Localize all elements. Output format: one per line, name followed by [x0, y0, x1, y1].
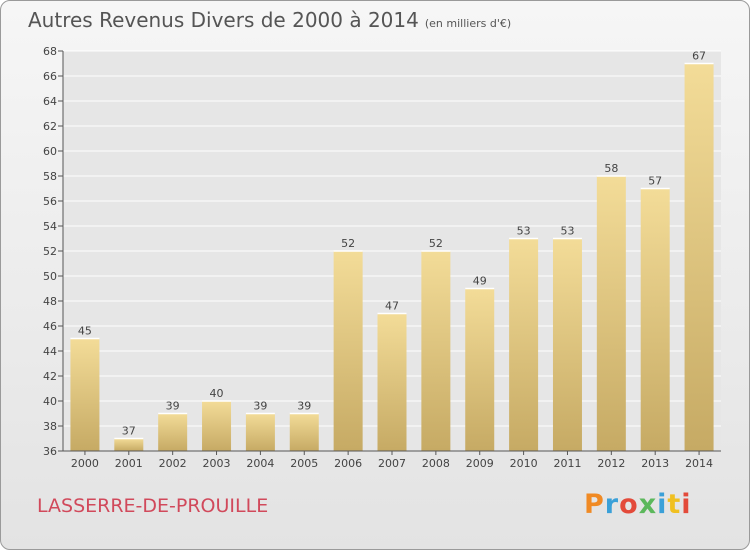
data-label: 57: [648, 175, 662, 188]
bar: [202, 401, 232, 451]
y-tick-label: 44: [43, 345, 57, 358]
title-text: Autres Revenus Divers de 2000 à 2014: [28, 8, 419, 32]
data-label: 49: [473, 275, 487, 288]
x-tick-label: 2003: [203, 457, 231, 470]
bar: [377, 313, 407, 451]
logo-letter: x: [638, 489, 658, 520]
x-tick-label: 2008: [422, 457, 450, 470]
bar: [333, 251, 363, 451]
x-tick-label: 2000: [71, 457, 99, 470]
bar: [509, 238, 539, 451]
y-tick-label: 36: [43, 445, 57, 458]
data-label: 39: [166, 400, 180, 413]
x-tick-label: 2012: [597, 457, 625, 470]
data-label: 53: [517, 225, 531, 238]
data-label: 45: [78, 325, 92, 338]
logo-letter: P: [584, 489, 605, 520]
x-tick-label: 2009: [466, 457, 494, 470]
x-tick-label: 2013: [641, 457, 669, 470]
y-tick-label: 46: [43, 320, 57, 333]
bar: [289, 413, 319, 451]
data-label: 52: [429, 237, 443, 250]
data-label: 67: [692, 50, 706, 63]
logo-letter: r: [604, 489, 620, 520]
y-tick-label: 38: [43, 420, 57, 433]
y-tick-label: 62: [43, 120, 57, 133]
data-label: 40: [210, 387, 224, 400]
x-tick-label: 2005: [290, 457, 318, 470]
proxiti-logo: Proxiti: [584, 489, 692, 520]
logo-letter: o: [619, 489, 639, 520]
bar: [158, 413, 188, 451]
bar: [465, 288, 495, 451]
data-label: 39: [297, 400, 311, 413]
logo-letter: i: [681, 489, 692, 520]
y-tick-label: 52: [43, 245, 57, 258]
y-tick-label: 60: [43, 145, 57, 158]
x-tick-label: 2011: [553, 457, 581, 470]
y-tick-label: 66: [43, 70, 57, 83]
data-label: 52: [341, 237, 355, 250]
y-tick-label: 68: [43, 45, 57, 58]
bar: [245, 413, 275, 451]
y-tick-label: 50: [43, 270, 57, 283]
data-label: 53: [560, 225, 574, 238]
y-tick-label: 40: [43, 395, 57, 408]
bar: [421, 251, 451, 451]
x-tick-label: 2014: [685, 457, 713, 470]
x-tick-label: 2007: [378, 457, 406, 470]
bar: [70, 338, 100, 451]
bar: [552, 238, 582, 451]
x-tick-label: 2010: [510, 457, 538, 470]
data-label: 39: [253, 400, 267, 413]
y-tick-label: 54: [43, 220, 57, 233]
location-label: LASSERRE-DE-PROUILLE: [37, 495, 269, 517]
x-tick-label: 2001: [115, 457, 143, 470]
y-tick-label: 42: [43, 370, 57, 383]
data-label: 37: [122, 425, 136, 438]
logo-letter: t: [667, 489, 682, 520]
unit-note: (en milliers d'€): [424, 17, 512, 30]
x-tick-label: 2004: [246, 457, 274, 470]
x-tick-label: 2002: [159, 457, 187, 470]
y-tick-label: 58: [43, 170, 57, 183]
logo-letter: i: [657, 489, 668, 520]
x-tick-label: 2006: [334, 457, 362, 470]
y-tick-label: 64: [43, 95, 57, 108]
bar: [114, 438, 144, 451]
bar: [684, 63, 714, 451]
bar: [640, 188, 670, 451]
data-label: 47: [385, 300, 399, 313]
data-label: 58: [604, 162, 618, 175]
bar: [596, 176, 626, 451]
y-tick-label: 48: [43, 295, 57, 308]
chart-title: Autres Revenus Divers de 2000 à 2014 (en …: [28, 8, 511, 32]
y-tick-label: 56: [43, 195, 57, 208]
